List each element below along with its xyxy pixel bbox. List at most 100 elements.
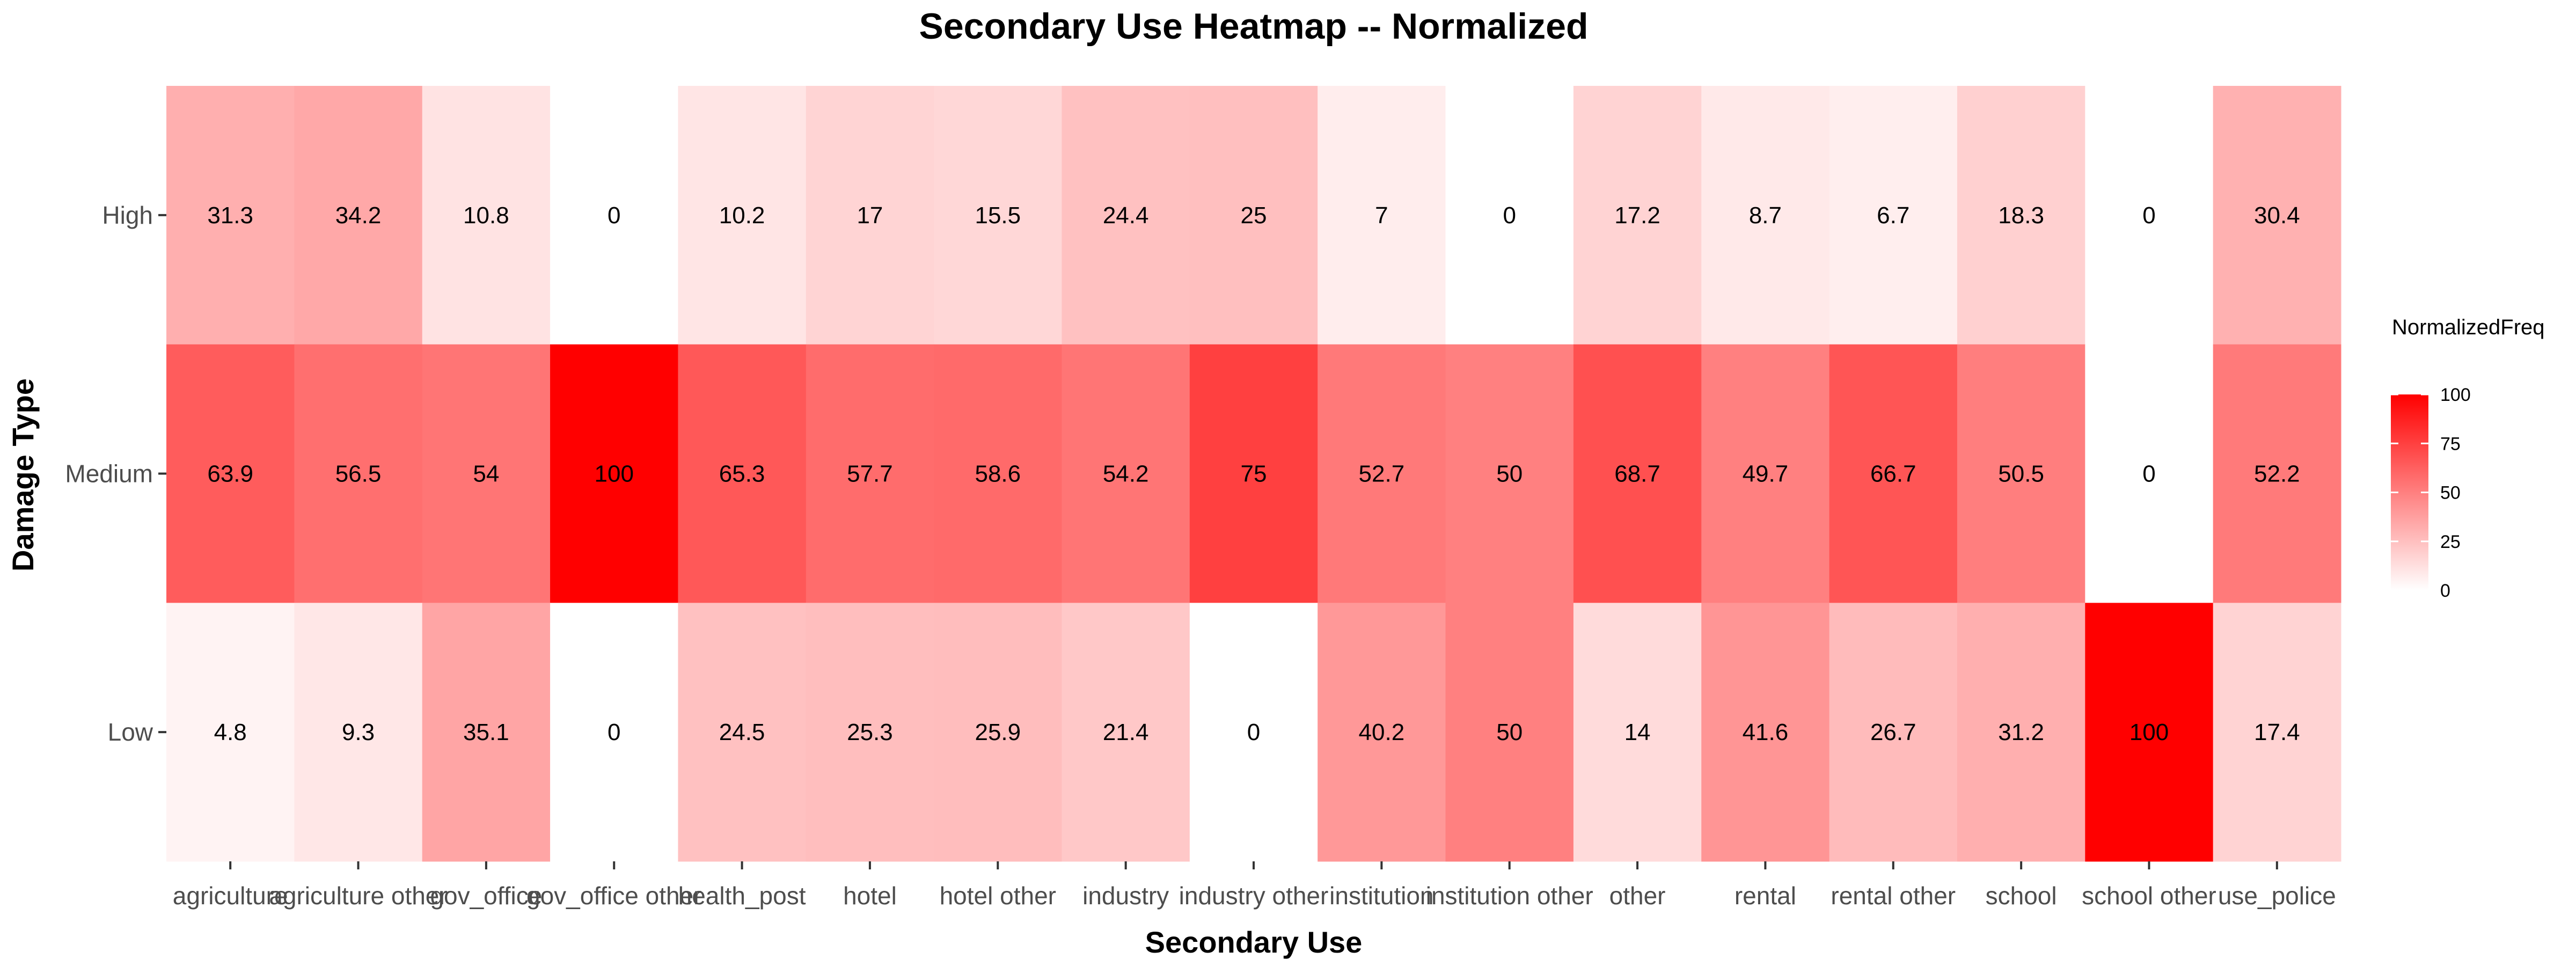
heatmap-cell: [1957, 603, 2085, 862]
y-tick-label: High: [102, 201, 153, 229]
heatmap-cell: [1957, 86, 2085, 345]
heatmap-cell: [1829, 603, 1958, 862]
cell-value-label: 0: [2142, 461, 2155, 487]
cell-value-label: 17.4: [2254, 719, 2300, 745]
cell-value-label: 57.7: [847, 461, 893, 487]
cell-labels: 31.3 34.2 10.8 0 10.2 17 15.5 24.4 25 7 0 17.2 8.7 6.…: [207, 202, 2300, 745]
cell-value-label: 56.5: [335, 461, 382, 487]
heatmap-cell: [2213, 86, 2341, 345]
heatmap-cell: [1445, 86, 1574, 345]
heatmap-cell: [1318, 603, 1446, 862]
heatmap-cell: [1189, 86, 1318, 345]
heatmap-cell: [934, 86, 1062, 345]
cell-value-label: 66.7: [1870, 461, 1916, 487]
x-tick-label: institution other: [1426, 882, 1593, 910]
heatmap-cell: [2085, 344, 2214, 603]
heatmap-cell: [294, 603, 423, 862]
cell-value-label: 31.3: [207, 202, 253, 229]
x-tick-label: health_post: [678, 882, 806, 910]
cell-value-label: 21.4: [1103, 719, 1149, 745]
cell-value-label: 41.6: [1743, 719, 1789, 745]
heatmap-cell: [2213, 603, 2341, 862]
cell-value-label: 8.7: [1749, 202, 1782, 229]
heatmap-cell: [2085, 86, 2214, 345]
cell-value-label: 50.5: [1998, 461, 2044, 487]
legend-tick-label: 75: [2440, 434, 2461, 454]
heatmap-cell: [678, 344, 807, 603]
heatmap-cell: [678, 603, 807, 862]
cell-value-label: 50: [1496, 719, 1523, 745]
cell-value-label: 0: [608, 719, 620, 745]
cell-value-label: 75: [1241, 461, 1267, 487]
cell-value-label: 7: [1375, 202, 1388, 229]
heatmap-cell: [550, 86, 678, 345]
x-tick-label: agriculture other: [269, 882, 447, 910]
heatmap-cells: [166, 86, 2341, 862]
cell-value-label: 30.4: [2254, 202, 2300, 229]
legend-title: NormalizedFreq: [2392, 316, 2545, 339]
heatmap-cell: [934, 344, 1062, 603]
cell-value-label: 4.8: [214, 719, 247, 745]
x-tick-label: industry: [1082, 882, 1169, 910]
x-tick-label: hotel other: [940, 882, 1056, 910]
heatmap-cell: [422, 86, 551, 345]
heatmap-cell: [678, 86, 807, 345]
cell-value-label: 54.2: [1103, 461, 1149, 487]
cell-value-label: 25.3: [847, 719, 893, 745]
chart-title: Secondary Use Heatmap -- Normalized: [919, 6, 1588, 47]
heatmap-cell: [1445, 344, 1574, 603]
heatmap-cell: [422, 344, 551, 603]
heatmap-cell: [1189, 603, 1318, 862]
heatmap-cell: [550, 344, 678, 603]
heatmap-cell: [806, 86, 934, 345]
cell-value-label: 9.3: [342, 719, 375, 745]
legend-tick-label: 50: [2440, 483, 2461, 503]
cell-value-label: 100: [595, 461, 634, 487]
heatmap-cell: [1318, 344, 1446, 603]
x-axis-title: Secondary Use: [1145, 925, 1363, 959]
heatmap-cell: [1701, 344, 1830, 603]
heatmap-cell: [1573, 603, 1702, 862]
cell-value-label: 34.2: [335, 202, 382, 229]
heatmap-cell: [1573, 344, 1702, 603]
cell-value-label: 0: [1247, 719, 1260, 745]
heatmap-cell: [550, 603, 678, 862]
cell-value-label: 40.2: [1359, 719, 1405, 745]
x-tick-label: school: [1986, 882, 2057, 910]
heatmap-cell: [294, 344, 423, 603]
cell-value-label: 100: [2129, 719, 2169, 745]
cell-value-label: 6.7: [1877, 202, 1909, 229]
cell-value-label: 24.4: [1103, 202, 1149, 229]
x-tick-label: rental: [1735, 882, 1796, 910]
cell-value-label: 26.7: [1870, 719, 1916, 745]
cell-value-label: 65.3: [719, 461, 765, 487]
cell-value-label: 58.6: [975, 461, 1021, 487]
x-tick-label: hotel: [843, 882, 897, 910]
heatmap-cell: [166, 86, 295, 345]
y-axis: High Medium Low: [65, 201, 166, 746]
cell-value-label: 54: [473, 461, 499, 487]
y-tick-label: Medium: [65, 460, 153, 488]
cell-value-label: 31.2: [1998, 719, 2044, 745]
legend-tick-label: 0: [2440, 581, 2450, 601]
cell-value-label: 68.7: [1614, 461, 1660, 487]
heatmap-cell: [166, 603, 295, 862]
x-tick-label: gov_office other: [526, 882, 702, 910]
x-tick-label: other: [1609, 882, 1666, 910]
heatmap-cell: [1957, 344, 2085, 603]
heatmap-cell: [2085, 603, 2214, 862]
legend: 0 25 50 75 100: [2391, 385, 2471, 601]
x-tick-label: industry other: [1179, 882, 1329, 910]
y-tick-label: Low: [108, 718, 153, 746]
cell-value-label: 52.2: [2254, 461, 2300, 487]
heatmap-cell: [806, 344, 934, 603]
heatmap-cell: [1829, 86, 1958, 345]
cell-value-label: 0: [1503, 202, 1516, 229]
x-tick-label: use_police: [2218, 882, 2336, 910]
x-tick-label: institution: [1329, 882, 1433, 910]
cell-value-label: 10.8: [463, 202, 509, 229]
legend-tick-label: 100: [2440, 385, 2471, 405]
